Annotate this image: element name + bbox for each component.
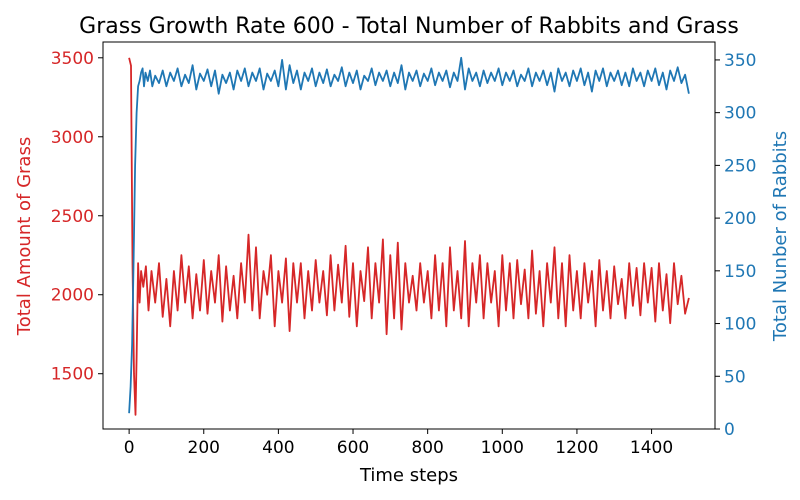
y-right-tick-label: 350 xyxy=(724,51,756,71)
y-right-tick-label: 150 xyxy=(724,262,756,282)
x-tick-label: 1000 xyxy=(481,438,524,458)
plot-frame xyxy=(102,41,716,430)
y-right-tick-label: 50 xyxy=(724,367,746,387)
y-left-tick-label: 3000 xyxy=(51,128,94,148)
y-left-tick-label: 2000 xyxy=(51,286,94,306)
y-left-axis-ticks: 1500 2000 2500 3000 3500 xyxy=(51,49,103,385)
y-right-tick-label: 100 xyxy=(724,315,756,335)
y-right-tick-label: 250 xyxy=(724,156,756,176)
y-left-tick-label: 1500 xyxy=(51,365,94,385)
x-tick-label: 800 xyxy=(411,438,443,458)
y-right-axis-label: Total Nunber of Rabbits xyxy=(770,131,791,342)
y-right-tick-label: 0 xyxy=(724,420,735,440)
x-axis-label: Time steps xyxy=(359,465,458,486)
x-tick-label: 1400 xyxy=(630,438,673,458)
plot-series xyxy=(128,56,690,416)
x-tick-label: 400 xyxy=(262,438,294,458)
rabbits-series-line xyxy=(128,56,690,414)
x-tick-label: 0 xyxy=(124,438,135,458)
chart-title: Grass Growth Rate 600 - Total Number of … xyxy=(79,14,739,39)
y-left-tick-label: 2500 xyxy=(51,207,94,227)
y-right-tick-label: 200 xyxy=(724,209,756,229)
x-axis-ticks: 0 200 400 600 800 1000 1200 1400 xyxy=(124,429,673,458)
y-right-axis-ticks: 0 50 100 150 200 250 300 350 xyxy=(715,51,756,440)
grass-series-line xyxy=(128,57,690,416)
x-tick-label: 600 xyxy=(337,438,369,458)
y-right-tick-label: 300 xyxy=(724,104,756,124)
y-left-axis-label: Total Amount of Grass xyxy=(14,137,35,336)
y-left-tick-label: 3500 xyxy=(51,49,94,69)
x-tick-label: 200 xyxy=(188,438,220,458)
x-tick-label: 1200 xyxy=(555,438,598,458)
